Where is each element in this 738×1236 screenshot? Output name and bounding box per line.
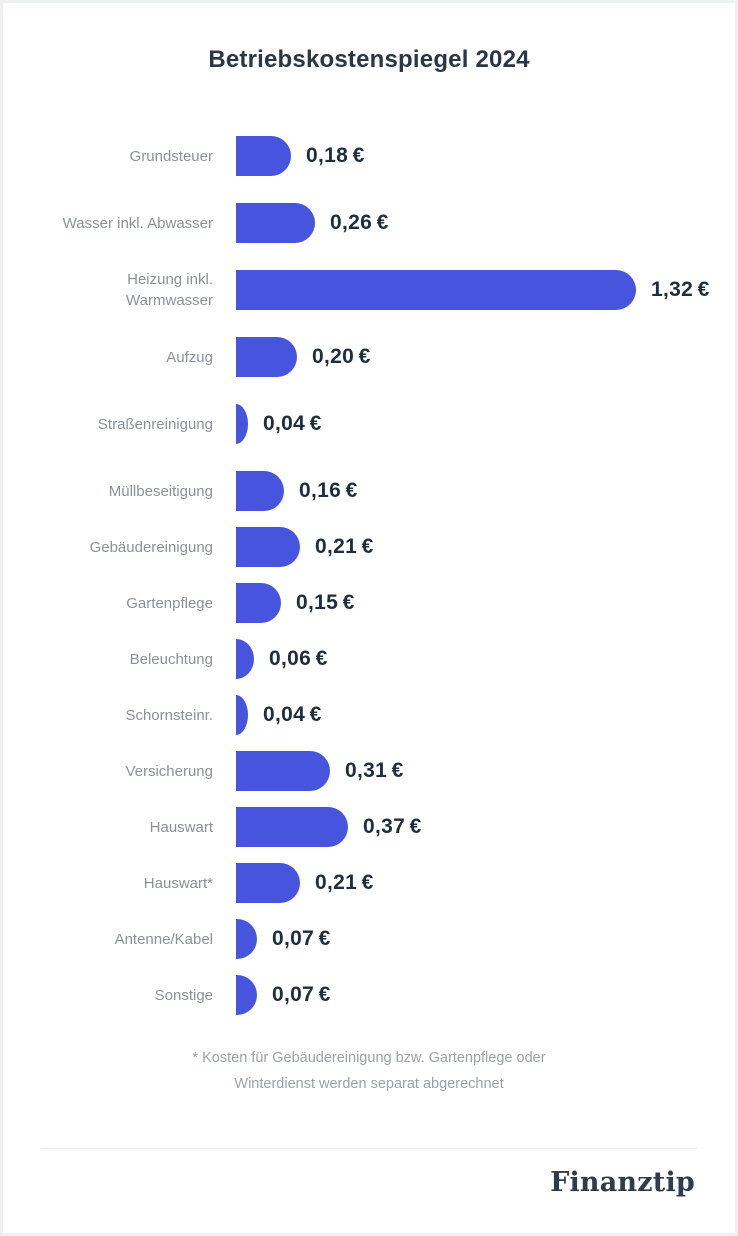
- category-label: Wasser inkl. Abwasser: [62, 214, 213, 232]
- chart-row: Heizung inkl. Warmwasser 1,32 €: [3, 270, 735, 310]
- category-label: Hauswart*: [143, 874, 213, 892]
- value-label: 0,04 €: [263, 703, 322, 726]
- bar: [236, 404, 248, 444]
- value-label: 0,04 €: [263, 412, 322, 435]
- chart-row: Schornsteinr. 0,04 €: [3, 695, 735, 735]
- category-label: Müllbeseitigung: [108, 482, 213, 500]
- bar-area: 0,21 €: [236, 863, 735, 903]
- bar-area: 0,15 €: [236, 583, 735, 623]
- bar-area: 0,37 €: [236, 807, 735, 847]
- chart-row: Hauswart* 0,21 €: [3, 863, 735, 903]
- value-label: 0,16 €: [299, 479, 358, 502]
- chart-row: Aufzug 0,20 €: [3, 337, 735, 377]
- category-label: Hauswart: [149, 818, 213, 836]
- chart-row: Müllbeseitigung 0,16 €: [3, 471, 735, 511]
- value-label: 0,37 €: [363, 815, 422, 838]
- chart-row: Straßenreinigung 0,04 €: [3, 404, 735, 444]
- category-label: Gartenpflege: [126, 594, 213, 612]
- bar-area: 0,18 €: [236, 136, 735, 176]
- bar-area: 0,31 €: [236, 751, 735, 791]
- bar: [236, 919, 257, 959]
- chart-row: Gartenpflege 0,15 €: [3, 583, 735, 623]
- divider: [41, 1148, 697, 1149]
- value-label: 0,21 €: [315, 871, 374, 894]
- bar-area: 0,04 €: [236, 695, 735, 735]
- value-label: 0,20 €: [312, 345, 371, 368]
- value-label: 1,32 €: [651, 278, 710, 301]
- value-label: 0,26 €: [330, 211, 389, 234]
- bar: [236, 639, 254, 679]
- value-label: 0,21 €: [315, 535, 374, 558]
- bar: [236, 527, 300, 567]
- brand-logo: Finanztip: [550, 1167, 695, 1198]
- bar: [236, 337, 297, 377]
- category-label: Schornsteinr.: [125, 706, 213, 724]
- bar: [236, 136, 291, 176]
- category-label: Antenne/Kabel: [114, 930, 213, 948]
- bar-area: 0,04 €: [236, 404, 735, 444]
- category-label: Heizung inkl. Warmwasser: [126, 271, 213, 309]
- footnote-line-1: * Kosten für Gebäudereinigung bzw. Garte…: [192, 1050, 546, 1066]
- bar-area: 0,21 €: [236, 527, 735, 567]
- chart-row: Versicherung 0,31 €: [3, 751, 735, 791]
- bar-area: 0,16 €: [236, 471, 735, 511]
- value-label: 0,18 €: [306, 144, 365, 167]
- value-label: 0,31 €: [345, 759, 404, 782]
- category-label: Aufzug: [166, 348, 213, 366]
- chart-row: Sonstige 0,07 €: [3, 975, 735, 1015]
- chart: Grundsteuer 0,18 € Wasser inkl. Abwasser 0,…: [3, 136, 735, 1015]
- bar: [236, 270, 636, 310]
- chart-row: Beleuchtung 0,06 €: [3, 639, 735, 679]
- footnote-line-2: Winterdienst werden separat abgerechnet: [234, 1076, 504, 1092]
- bar-area: 0,07 €: [236, 975, 735, 1015]
- value-label: 0,07 €: [272, 927, 331, 950]
- bar-area: 0,26 €: [236, 203, 735, 243]
- bar: [236, 471, 284, 511]
- bar-area: 0,06 €: [236, 639, 735, 679]
- bar: [236, 751, 330, 791]
- chart-row: Gebäudereinigung 0,21 €: [3, 527, 735, 567]
- chart-row: Wasser inkl. Abwasser 0,26 €: [3, 203, 735, 243]
- bar: [236, 975, 257, 1015]
- bar: [236, 583, 281, 623]
- value-label: 0,15 €: [296, 591, 355, 614]
- value-label: 0,06 €: [269, 647, 328, 670]
- chart-row: Antenne/Kabel 0,07 €: [3, 919, 735, 959]
- bar-area: 0,07 €: [236, 919, 735, 959]
- value-label: 0,07 €: [272, 983, 331, 1006]
- footnote: * Kosten für Gebäudereinigung bzw. Garte…: [3, 1045, 735, 1097]
- category-label: Beleuchtung: [129, 650, 213, 668]
- category-label: Gebäudereinigung: [89, 538, 213, 556]
- category-label: Grundsteuer: [129, 147, 213, 165]
- category-label: Straßenreinigung: [97, 415, 213, 433]
- chart-row: Grundsteuer 0,18 €: [3, 136, 735, 176]
- category-label: Sonstige: [154, 986, 213, 1004]
- bar-area: 1,32 €: [236, 270, 735, 310]
- category-label: Versicherung: [125, 762, 213, 780]
- bar: [236, 807, 348, 847]
- chart-row: Hauswart 0,37 €: [3, 807, 735, 847]
- bar: [236, 863, 300, 903]
- chart-title: Betriebskostenspiegel 2024: [208, 46, 530, 73]
- bar: [236, 695, 248, 735]
- bar: [236, 203, 315, 243]
- bar-area: 0,20 €: [236, 337, 735, 377]
